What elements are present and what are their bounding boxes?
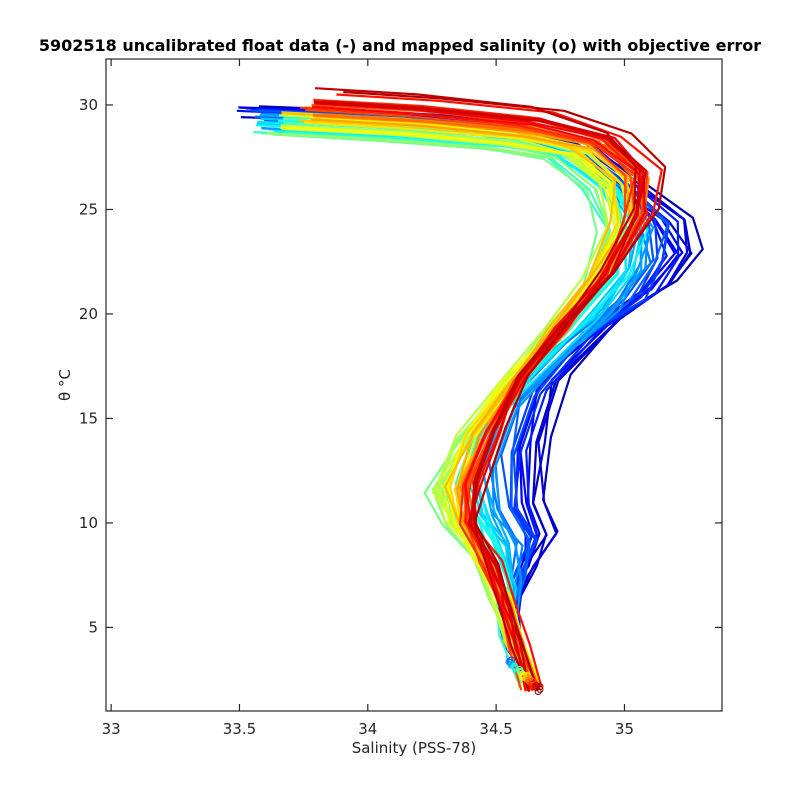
y-tick-label: 30 — [79, 96, 98, 114]
y-tick-label: 10 — [79, 514, 98, 532]
mapped-salinity-markers — [505, 656, 544, 695]
profile-line — [343, 90, 667, 690]
mapped-salinity-marker — [534, 688, 542, 695]
x-axis-label: Salinity (PSS-78) — [352, 739, 477, 757]
mapped-salinity-marker — [536, 685, 544, 693]
x-tick-label: 34 — [358, 720, 377, 738]
x-tick-label: 33 — [102, 720, 121, 738]
mapped-salinity-marker — [536, 683, 544, 691]
x-tick-label: 33.5 — [223, 720, 256, 738]
y-tick-label: 20 — [79, 305, 98, 323]
profile-curves — [236, 87, 704, 692]
y-tick-label: 25 — [79, 200, 98, 218]
mapped-salinity-marker — [511, 664, 519, 672]
y-axis-label: θ °C — [56, 369, 74, 401]
x-axis: 33 33.5 34 34.5 35 — [102, 59, 634, 738]
x-tick-label: 35 — [615, 720, 634, 738]
profile-line — [281, 126, 622, 690]
y-axis: 5 10 15 20 25 30 — [79, 96, 722, 636]
y-tick-label: 15 — [79, 409, 98, 427]
plot-frame — [105, 58, 723, 712]
chart-title: 5902518 uncalibrated float data (-) and … — [39, 36, 761, 55]
x-tick-label: 34.5 — [479, 720, 512, 738]
y-tick-label: 5 — [88, 618, 98, 636]
profile-line — [315, 87, 637, 689]
